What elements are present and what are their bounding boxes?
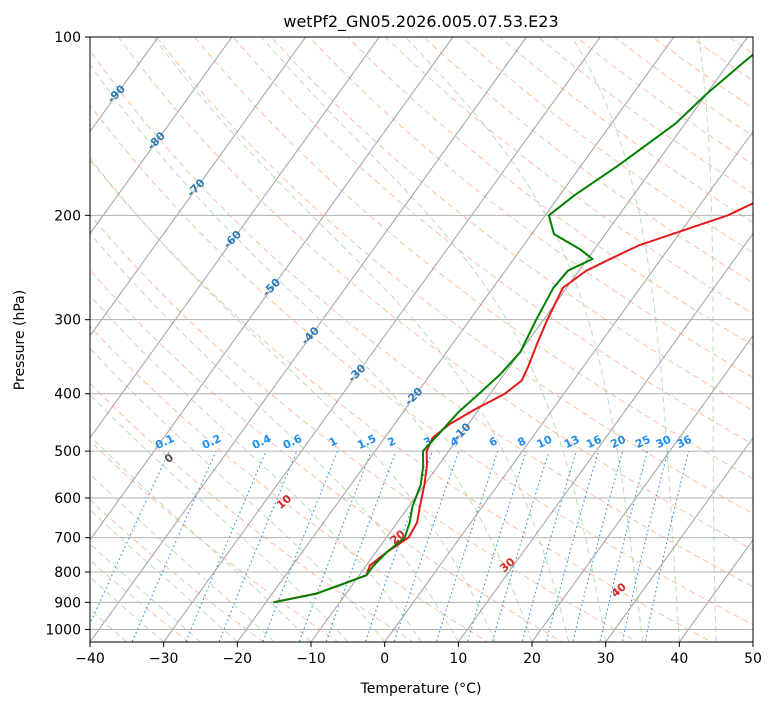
chart-title: wetPf2_GN05.2026.005.07.53.E23 (283, 12, 558, 32)
x-tick-label: −20 (223, 651, 253, 667)
dry-adiabat-line (118, 37, 753, 551)
x-tick-label: 40 (670, 651, 688, 667)
isotherm-line (90, 37, 159, 133)
y-tick-label: 100 (54, 30, 81, 46)
x-tick-label: 20 (523, 651, 541, 667)
mixing-ratio-label: 20 (609, 433, 629, 451)
dry-adiabat-line (90, 499, 265, 642)
moist-adiabat-line (90, 508, 238, 642)
y-tick-label: 800 (54, 565, 81, 581)
isotherm-line (90, 37, 528, 642)
isotherm-line (236, 37, 675, 642)
x-axis-label: Temperature (°C) (360, 681, 482, 697)
y-tick-label: 900 (54, 595, 81, 611)
moist-adiabat-line (698, 37, 717, 642)
mixing-ratio-label: 30 (654, 433, 674, 451)
plot-frame (89, 36, 754, 643)
isotherm-line (384, 130, 753, 642)
mixing-ratio-label: 36 (674, 433, 694, 451)
y-tick-label: 400 (54, 387, 81, 403)
axes-ticks: −40 −30 −20 −10 0 10 20 30 40 50 100 200 300 400 500 60… (45, 30, 762, 667)
moist-adiabat-line (153, 37, 570, 642)
moist-adiabat-line (261, 37, 607, 642)
mixing-ratio-label: 13 (562, 433, 581, 451)
x-tick-label: −10 (296, 651, 326, 667)
isotherm-line (163, 37, 601, 642)
dry-adiabat-line (90, 159, 713, 642)
isotherm-line (90, 37, 380, 439)
moist-adiabat-line (90, 347, 386, 642)
isotherm-line (90, 37, 454, 541)
x-tick-label: 30 (597, 651, 615, 667)
y-tick-label: 500 (54, 444, 81, 460)
moist-adiabat-line (90, 393, 349, 642)
isotherm-line (90, 37, 307, 337)
moist-adiabat-line (90, 473, 275, 642)
isotherm-line (605, 436, 753, 642)
dry-adiabat-line (90, 214, 639, 642)
mixing-ratio-label: 10 (535, 433, 555, 451)
isotherm-line (678, 539, 753, 642)
isotherm-line (531, 334, 753, 642)
moist-adiabat-line (90, 232, 459, 642)
background-lines (90, 37, 753, 642)
dry-adiabat-line (90, 440, 340, 642)
moist-adiabat-line (90, 576, 165, 642)
y-tick-label: 1000 (45, 622, 81, 638)
y-tick-label: 600 (54, 491, 81, 507)
y-tick-label: 300 (54, 313, 81, 329)
x-tick-label: −40 (75, 651, 105, 667)
dewpoint-profile-line (273, 53, 753, 604)
x-tick-label: 0 (380, 651, 389, 667)
mixing-ratio-label: 16 (584, 433, 604, 451)
x-tick-label: 10 (449, 651, 467, 667)
dry-adiabat-line (232, 37, 753, 445)
profile-series (273, 53, 753, 604)
x-tick-label: 50 (744, 651, 762, 667)
dry-adiabat-line (90, 269, 564, 642)
moist-adiabat-line (405, 37, 643, 642)
moist-adiabat-line (571, 37, 680, 642)
dry-adiabat-line (308, 37, 753, 379)
isotherm-line (457, 232, 753, 642)
mixing-ratio-label: 25 (633, 433, 652, 451)
isotherm-line (90, 37, 233, 235)
x-tick-label: −30 (149, 651, 179, 667)
dry-adiabat-line (90, 104, 753, 626)
moist-adiabat-line (90, 63, 533, 642)
y-tick-label: 700 (54, 531, 81, 547)
moist-adiabat-line (90, 294, 422, 642)
moist-adiabat-line (90, 157, 496, 642)
y-axis-label: Pressure (hPa) (12, 290, 28, 390)
dry-adiabat-line (90, 49, 753, 588)
y-tick-label: 200 (54, 208, 81, 224)
moist-adiabat-line (90, 543, 201, 642)
isotherm-line (310, 37, 749, 642)
